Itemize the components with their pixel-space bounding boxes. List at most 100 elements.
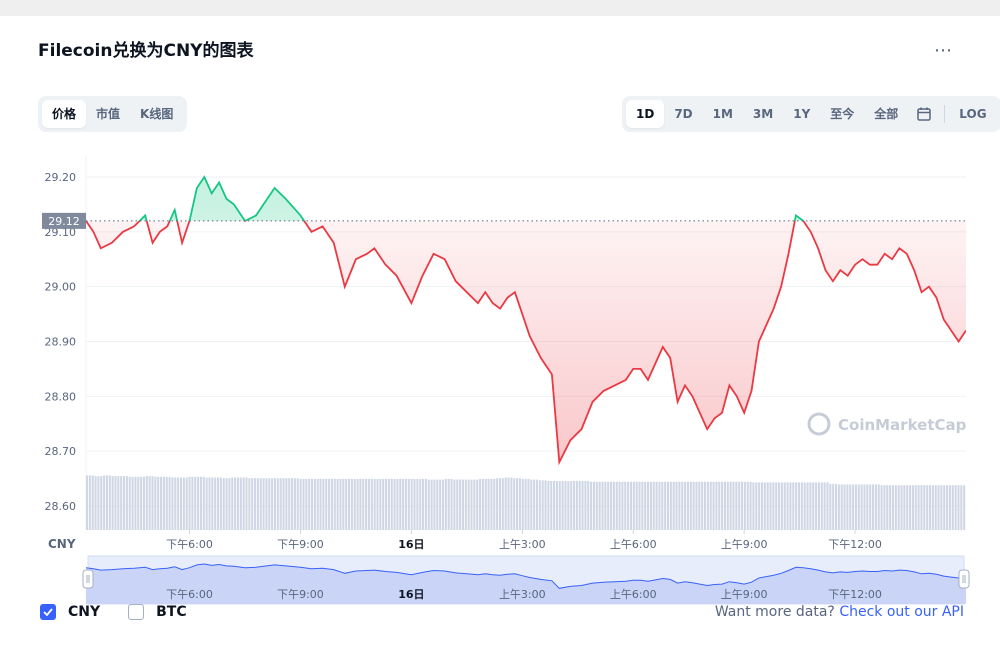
volume-bar: [399, 478, 402, 530]
volume-bar: [874, 484, 877, 530]
volume-bar: [319, 478, 322, 530]
volume-bar: [236, 477, 239, 530]
y-tick-label: 29.20: [45, 171, 77, 184]
volume-bar: [273, 478, 277, 530]
legend-label-cny: CNY: [68, 604, 101, 620]
volume-bar: [379, 478, 382, 530]
volume-bar: [595, 481, 598, 530]
volume-bar: [217, 477, 220, 530]
volume-bar: [678, 481, 681, 530]
legend-item-cny[interactable]: CNY: [40, 604, 100, 620]
navigator-area: [86, 564, 966, 604]
tab-candlestick[interactable]: K线图: [140, 107, 174, 121]
volume-bar: [749, 481, 752, 530]
volume-bar: [396, 478, 399, 530]
x-tick-label: 下午6:00: [166, 538, 213, 551]
volume-bar: [504, 477, 507, 530]
navigator-handle-right[interactable]: [958, 569, 970, 589]
volume-bar: [185, 477, 188, 530]
volume-bar: [920, 485, 923, 530]
volume-bar: [826, 482, 829, 530]
volume-bar: [140, 476, 143, 530]
volume-bar: [256, 478, 259, 530]
x-tick-label: 上午3:00: [499, 538, 546, 551]
volume-bar: [336, 478, 339, 530]
range-1y[interactable]: 1Y: [793, 107, 811, 121]
volume-bar: [268, 478, 271, 530]
volume-bar: [228, 478, 231, 530]
volume-bar: [507, 477, 510, 530]
volume-bar: [467, 479, 470, 530]
volume-bar: [686, 481, 689, 530]
volume-bar: [214, 477, 217, 530]
volume-bar: [544, 480, 547, 530]
api-link[interactable]: Check out our API: [839, 604, 964, 620]
volume-bar: [735, 481, 738, 530]
volume-bar: [743, 481, 746, 530]
volume-bar: [325, 478, 328, 530]
volume-bar: [598, 481, 601, 530]
volume-bar: [387, 478, 390, 530]
volume-bar: [516, 478, 519, 530]
volume-bar: [86, 475, 89, 530]
volume-bar: [723, 481, 726, 530]
volume-bar: [672, 481, 675, 530]
divider: [944, 105, 946, 123]
volume-bar: [385, 478, 388, 530]
volume-bar: [481, 478, 484, 530]
volume-bar: [897, 485, 900, 530]
range-ytd[interactable]: 至今: [830, 107, 855, 121]
volume-bar: [752, 482, 755, 530]
volume-bar: [202, 476, 205, 530]
checkbox-unchecked-icon[interactable]: [128, 604, 145, 620]
log-toggle[interactable]: LOG: [959, 107, 987, 121]
range-3m[interactable]: 3M: [752, 107, 774, 121]
range-all[interactable]: 全部: [874, 107, 899, 121]
volume-bar: [854, 484, 857, 530]
volume-bar: [100, 476, 103, 530]
volume-bar: [891, 485, 895, 530]
api-text: Want more data?: [714, 604, 835, 620]
volume-bar: [444, 478, 447, 530]
calendar-icon[interactable]: [908, 100, 940, 128]
volume-bar: [470, 479, 473, 530]
volume-bar: [222, 478, 225, 530]
volume-bar: [120, 476, 123, 530]
volume-bar: [869, 484, 872, 530]
ellipsis-icon[interactable]: ⋯: [934, 40, 953, 61]
navigator-handle-left[interactable]: [82, 569, 94, 589]
tab-price[interactable]: 价格: [42, 100, 87, 128]
volume-bar: [513, 478, 516, 530]
navigator-line: [85, 563, 967, 589]
volume-bar: [649, 481, 652, 530]
range-1m[interactable]: 1M: [712, 107, 733, 121]
volume-bar: [533, 479, 536, 530]
coinmarketcap-logo-icon: [807, 412, 831, 436]
volume-bar: [755, 482, 758, 530]
legend-item-btc[interactable]: BTC: [128, 604, 187, 620]
volume-bar: [328, 478, 331, 530]
volume-bar: [843, 484, 846, 530]
volume-bar: [282, 478, 285, 530]
volume-bar: [889, 485, 892, 530]
volume-bar: [931, 485, 934, 530]
price-area-down: [86, 220, 966, 463]
range-7d[interactable]: 7D: [674, 107, 693, 121]
volume-bar: [638, 481, 641, 530]
tab-market-cap[interactable]: 市值: [96, 107, 121, 121]
volume-bar: [610, 481, 613, 530]
volume-bar: [322, 478, 325, 530]
range-1d[interactable]: 1D: [626, 100, 665, 128]
volume-bar: [427, 479, 430, 530]
volume-bar: [834, 483, 838, 530]
volume-bar: [456, 479, 459, 530]
range-tabs: 1D 7D 1M 3M 1Y 至今 全部 LOG: [622, 96, 1000, 132]
volume-bar: [473, 479, 476, 530]
volume-bar: [496, 478, 499, 530]
volume-bar: [661, 481, 664, 530]
volume-bar: [692, 481, 695, 530]
price-line-up: [86, 175, 805, 221]
checkbox-checked-icon[interactable]: [40, 604, 56, 620]
volume-bar: [951, 485, 954, 530]
volume-bar: [291, 478, 294, 530]
